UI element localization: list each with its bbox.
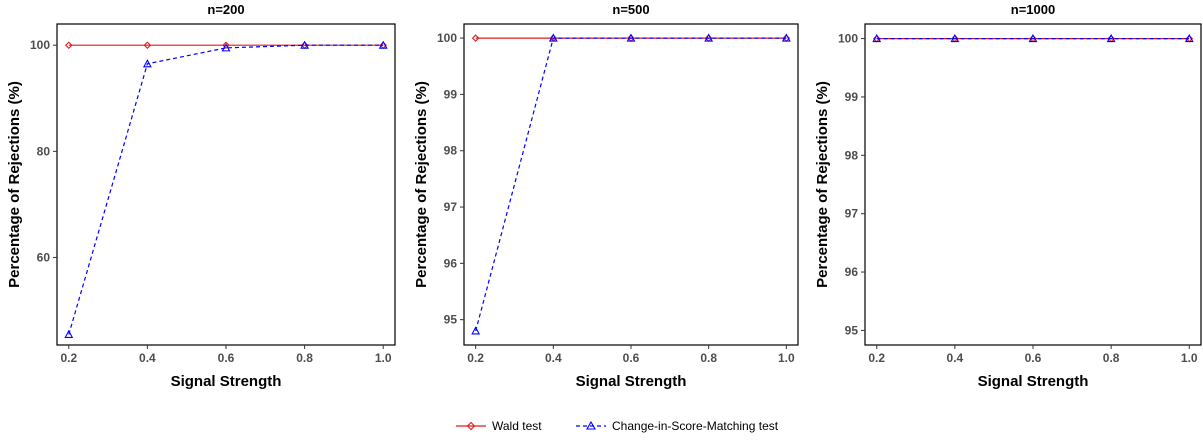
x-axis-label: Signal Strength xyxy=(576,373,687,390)
y-tick-label: 96 xyxy=(444,256,458,270)
panel-title: n=200 xyxy=(207,2,244,17)
x-tick-label: 0.8 xyxy=(296,351,313,365)
y-tick-label: 100 xyxy=(30,38,50,52)
panel-3: n=1000 0.2 0.4 0.6 0.8 1.0 95 96 97 98 99 100 Signal… xyxy=(814,2,1202,390)
plot-frame xyxy=(463,23,799,346)
data-point-csm xyxy=(471,326,481,335)
legend-wald-label: Wald test xyxy=(492,419,542,433)
x-tick-label: 1.0 xyxy=(1181,351,1198,365)
data-point-csm xyxy=(1028,33,1038,43)
x-tick-label: 0.8 xyxy=(700,351,717,365)
y-tick-label: 60 xyxy=(37,250,51,264)
y-tick-label: 95 xyxy=(845,323,859,337)
data-point-wald xyxy=(143,41,152,50)
data-point-csm xyxy=(872,33,882,43)
x-tick-label: 0.4 xyxy=(947,351,964,365)
data-point-csm xyxy=(300,40,310,49)
y-tick-label: 80 xyxy=(37,144,51,158)
plot-frame xyxy=(56,23,396,346)
data-point-csm xyxy=(221,43,231,52)
legend-csm-label: Change-in-Score-Matching test xyxy=(612,419,779,433)
x-tick-label: 1.0 xyxy=(375,351,392,365)
y-tick-label: 95 xyxy=(444,313,458,327)
x-tick-label: 0.8 xyxy=(1103,351,1120,365)
data-point-csm xyxy=(704,33,714,42)
x-tick-label: 0.2 xyxy=(467,351,484,365)
x-tick-label: 0.2 xyxy=(60,351,77,365)
y-tick-label: 97 xyxy=(444,200,458,214)
data-point-csm xyxy=(1106,33,1116,43)
legend-wald-marker xyxy=(466,421,476,431)
panel-2: n=500 0.2 0.4 0.6 0.8 1.0 95 96 97 98 99 100 Signal … xyxy=(413,2,799,390)
data-point-csm xyxy=(142,59,152,68)
panel-title: n=1000 xyxy=(1011,2,1055,17)
y-axis-label: Percentage of Rejections (%) xyxy=(814,81,831,288)
panel-title: n=500 xyxy=(612,2,649,17)
x-tick-label: 0.4 xyxy=(139,351,156,365)
y-tick-label: 98 xyxy=(444,144,458,158)
data-point-csm xyxy=(781,33,791,42)
x-tick-label: 0.2 xyxy=(868,351,885,365)
y-tick-label: 96 xyxy=(845,265,859,279)
x-tick-label: 0.6 xyxy=(1025,351,1042,365)
y-tick-label: 99 xyxy=(444,87,458,101)
x-tick-label: 0.6 xyxy=(623,351,640,365)
y-axis-label: Percentage of Rejections (%) xyxy=(6,81,23,288)
data-point-wald xyxy=(222,41,230,50)
plot-frame xyxy=(864,23,1202,346)
y-tick-label: 99 xyxy=(845,90,859,104)
data-point-wald xyxy=(65,41,73,50)
series-line-csm xyxy=(475,37,787,332)
x-tick-label: 0.4 xyxy=(545,351,562,365)
panels: n=200 0.2 0.4 0.6 0.8 1.0 60 80 100 Signal Streng… xyxy=(6,2,1202,390)
y-tick-label: 100 xyxy=(838,32,858,46)
y-tick-label: 97 xyxy=(845,207,859,221)
data-point-csm xyxy=(548,33,558,42)
y-tick-label: 98 xyxy=(845,148,859,162)
data-point-wald xyxy=(471,34,480,42)
x-tick-label: 1.0 xyxy=(778,351,795,365)
x-axis-label: Signal Strength xyxy=(171,373,282,390)
data-point-csm xyxy=(64,329,74,338)
y-axis-label: Percentage of Rejections (%) xyxy=(413,81,430,288)
y-tick-label: 100 xyxy=(437,31,457,45)
legend-csm-marker xyxy=(586,420,596,430)
legend: Wald test Change-in-Score-Matching test xyxy=(456,419,779,433)
data-point-csm xyxy=(378,40,388,49)
x-axis-label: Signal Strength xyxy=(978,373,1089,390)
series-line-csm xyxy=(68,44,384,335)
panel-1: n=200 0.2 0.4 0.6 0.8 1.0 60 80 100 Signal Streng… xyxy=(6,2,396,390)
data-point-csm xyxy=(950,33,960,43)
x-tick-label: 0.6 xyxy=(218,351,235,365)
data-point-csm xyxy=(1184,33,1194,43)
data-point-csm xyxy=(626,33,636,42)
